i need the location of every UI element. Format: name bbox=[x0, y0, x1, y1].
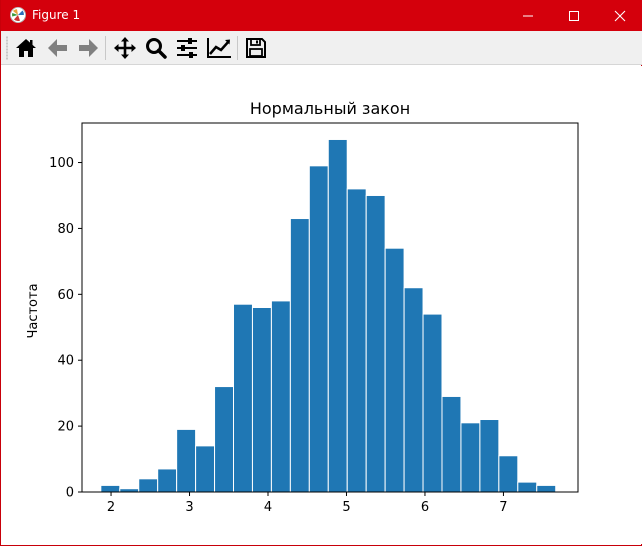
y-tick-label: 100 bbox=[49, 156, 74, 171]
magnifier-icon bbox=[146, 38, 167, 59]
x-tick-label: 3 bbox=[185, 500, 193, 515]
configure-subplots-button[interactable] bbox=[173, 34, 201, 62]
x-tick-label: 7 bbox=[499, 500, 507, 515]
histogram-bar bbox=[308, 165, 329, 493]
x-tick-label: 4 bbox=[264, 500, 272, 515]
histogram-bar bbox=[289, 218, 310, 493]
minimize-icon bbox=[523, 15, 533, 16]
toolbar-grip[interactable] bbox=[6, 36, 8, 60]
histogram-bar bbox=[365, 194, 386, 493]
histogram-bar bbox=[346, 188, 367, 493]
histogram-bar bbox=[195, 445, 216, 493]
y-tick-label: 40 bbox=[57, 354, 74, 369]
histogram-bar bbox=[157, 468, 178, 493]
x-tick-label: 5 bbox=[342, 500, 350, 515]
arrow-right-icon bbox=[79, 39, 98, 57]
toolbar-separator bbox=[237, 36, 238, 60]
histogram-bar bbox=[479, 419, 500, 493]
line-chart-icon bbox=[207, 38, 231, 58]
histogram-bar bbox=[422, 313, 443, 493]
histogram-bar bbox=[100, 484, 121, 493]
pan-button[interactable] bbox=[111, 34, 139, 62]
home-icon bbox=[16, 39, 36, 57]
sliders-icon bbox=[177, 38, 197, 58]
y-axis: 0 20 40 60 80 100 bbox=[49, 156, 82, 501]
y-axis-label: Частота bbox=[26, 283, 41, 338]
zoom-button[interactable] bbox=[142, 34, 170, 62]
edit-axis-button[interactable] bbox=[205, 34, 233, 62]
histogram-bar bbox=[138, 478, 159, 493]
navigation-toolbar bbox=[1, 31, 642, 65]
histogram-bar bbox=[460, 422, 481, 493]
forward-button[interactable] bbox=[74, 34, 102, 62]
histogram-bar bbox=[441, 395, 462, 493]
histogram-bar bbox=[214, 386, 235, 493]
back-button[interactable] bbox=[44, 34, 72, 62]
save-button[interactable] bbox=[242, 34, 270, 62]
close-icon bbox=[614, 10, 626, 21]
figure-canvas[interactable]: Нормальный закон Частота 2 3 4 5 6 7 0 20 40 60 8… bbox=[2, 66, 642, 544]
histogram-chart[interactable]: Нормальный закон Частота 2 3 4 5 6 7 0 20 40 60 8… bbox=[2, 66, 642, 544]
plot-area-frame bbox=[81, 122, 579, 493]
floppy-disk-icon bbox=[246, 38, 266, 58]
y-tick-label: 20 bbox=[57, 420, 74, 435]
histogram-bar bbox=[403, 287, 424, 493]
x-tick-label: 2 bbox=[107, 500, 115, 515]
matplotlib-app-icon bbox=[10, 7, 26, 23]
histogram-bar bbox=[251, 307, 272, 493]
histogram-bar bbox=[270, 300, 291, 493]
maximize-button[interactable] bbox=[551, 0, 597, 31]
maximize-icon bbox=[569, 10, 579, 21]
chart-title: Нормальный закон bbox=[250, 99, 410, 118]
close-button[interactable] bbox=[597, 0, 642, 31]
histogram-bar bbox=[536, 484, 557, 493]
histogram-bar bbox=[498, 455, 519, 493]
window-title: Figure 1 bbox=[32, 8, 81, 22]
histogram-bar bbox=[233, 303, 253, 493]
histogram-bar bbox=[327, 138, 348, 493]
bar-group bbox=[100, 138, 557, 493]
home-button[interactable] bbox=[12, 34, 40, 62]
arrow-left-icon bbox=[48, 39, 67, 57]
minimize-button[interactable] bbox=[505, 0, 551, 31]
x-axis: 2 3 4 5 6 7 bbox=[107, 492, 508, 515]
y-tick-label: 0 bbox=[66, 486, 74, 501]
histogram-bar bbox=[176, 428, 197, 493]
histogram-bar bbox=[517, 481, 538, 493]
move-icon bbox=[114, 37, 136, 59]
toolbar-separator bbox=[105, 36, 106, 60]
histogram-bar bbox=[384, 247, 405, 493]
x-tick-label: 6 bbox=[421, 500, 429, 515]
y-tick-label: 60 bbox=[57, 288, 74, 303]
y-tick-label: 80 bbox=[57, 222, 74, 237]
title-bar[interactable]: Figure 1 bbox=[1, 0, 642, 31]
